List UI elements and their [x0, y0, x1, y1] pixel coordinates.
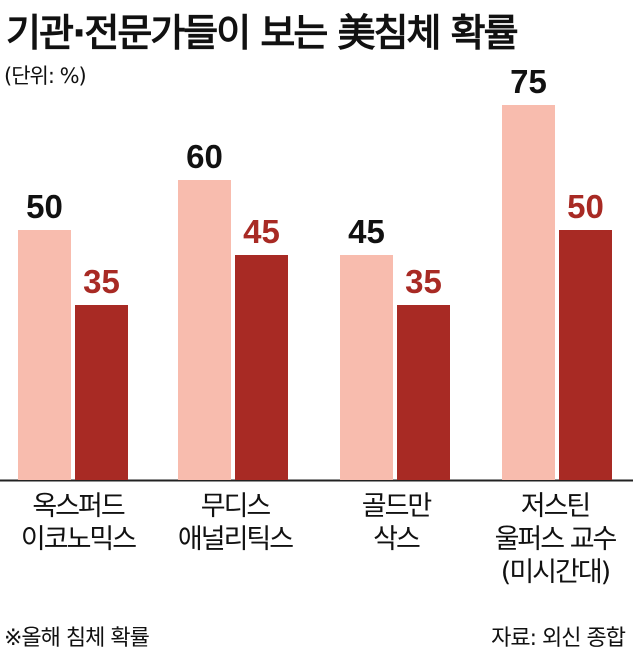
bar-dark-3: [397, 305, 450, 480]
category-label-line: 저스틴: [520, 491, 592, 522]
bar-light-4: [502, 105, 555, 480]
category-label-line: 삭스: [373, 524, 421, 555]
data-label-dark-4: 50: [567, 188, 604, 225]
data-label-light-2: 60: [186, 138, 223, 175]
data-label-light-3: 45: [348, 213, 385, 250]
chart-title: 기관·전문가들이 보는 美침체 확률: [6, 11, 519, 55]
bar-dark-4: [559, 230, 612, 480]
data-label-light-4: 75: [510, 63, 547, 100]
footnote: ※올해 침체 확률: [4, 626, 150, 651]
category-label-4: 저스틴 울퍼스 교수 (미시간대): [470, 490, 633, 589]
bar-dark-2: [235, 255, 288, 480]
bar-dark-1: [75, 305, 128, 480]
category-label-line: 울퍼스 교수: [494, 524, 618, 555]
data-label-light-1: 50: [26, 188, 63, 225]
data-label-dark-3: 35: [405, 263, 442, 300]
data-label-dark-1: 35: [83, 263, 120, 300]
category-label-line: 이코노믹스: [20, 524, 137, 555]
category-label-1: 옥스퍼드 이코노믹스: [0, 490, 163, 556]
category-label-line: 골드만: [361, 491, 433, 522]
bar-light-3: [340, 255, 393, 480]
category-label-3: 골드만 삭스: [311, 490, 481, 556]
source-note: 자료: 외신 종합: [491, 626, 626, 651]
category-label-line: 옥스퍼드: [32, 491, 125, 522]
category-label-line: 애널리틱스: [177, 524, 294, 555]
bar-light-1: [18, 230, 71, 480]
unit-note: (단위: %): [4, 64, 87, 88]
category-label-2: 무디스 애널리틱스: [150, 490, 320, 556]
bar-light-2: [178, 180, 231, 480]
data-label-dark-2: 45: [243, 213, 280, 250]
category-label-line: 무디스: [200, 491, 272, 522]
category-label-line: (미시간대): [500, 557, 611, 588]
